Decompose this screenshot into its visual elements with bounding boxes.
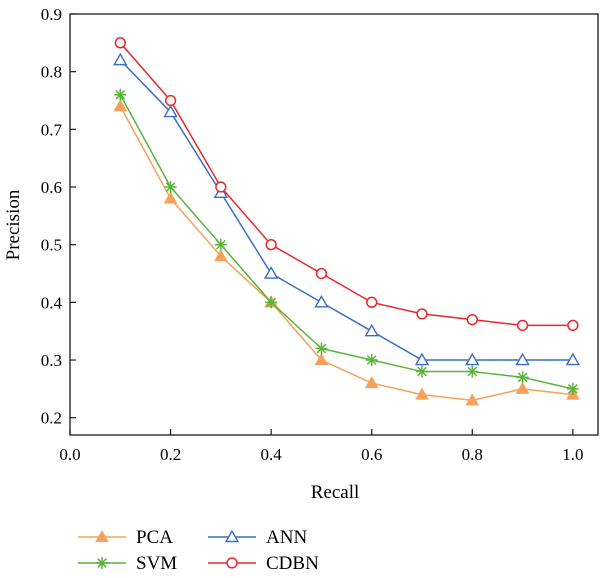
- y-axis-label: Precision: [3, 189, 24, 260]
- y-tick-label: 0.7: [41, 120, 63, 139]
- plot-frame: [69, 13, 599, 436]
- data-point: [465, 352, 480, 366]
- legend-item-ann: ANN: [208, 527, 307, 548]
- data-point: [263, 266, 279, 279]
- data-point: [515, 352, 530, 366]
- data-point: [516, 319, 529, 332]
- series-pca: [113, 99, 580, 406]
- data-point: [416, 308, 428, 320]
- y-tick-label: 0.4: [41, 293, 63, 312]
- data-point: [163, 104, 178, 118]
- legend-label: PCA: [136, 527, 173, 548]
- x-axis-label: Recall: [311, 482, 360, 503]
- data-point: [114, 37, 126, 49]
- legend-item-pca: PCA: [78, 527, 173, 548]
- data-point: [566, 382, 579, 395]
- y-tick-label: 0.3: [41, 351, 62, 370]
- data-point: [366, 296, 378, 309]
- data-point: [415, 387, 429, 400]
- series-line: [119, 105, 573, 402]
- data-point: [163, 191, 178, 204]
- series-ann: [113, 52, 581, 366]
- data-point: [226, 557, 238, 569]
- x-tick-label: 0.6: [361, 445, 382, 464]
- data-point: [365, 354, 378, 367]
- x-tick-label: 1.0: [562, 445, 583, 464]
- data-point: [224, 529, 240, 543]
- data-point: [416, 365, 428, 378]
- data-point: [565, 352, 581, 366]
- data-point: [96, 557, 108, 569]
- data-point: [215, 181, 227, 193]
- data-point: [164, 94, 177, 107]
- data-point: [466, 365, 479, 378]
- data-point: [515, 381, 530, 394]
- x-tick-label: 0.0: [59, 445, 80, 464]
- series-line: [119, 94, 574, 390]
- y-tick-label: 0.8: [41, 63, 62, 82]
- data-point: [315, 267, 328, 280]
- y-tick-label: 0.6: [41, 178, 62, 197]
- y-tick-label: 0.2: [41, 409, 62, 428]
- data-point: [315, 342, 328, 355]
- series-svm: [114, 88, 579, 395]
- data-point: [265, 239, 277, 251]
- legend-item-cdbn: CDBN: [208, 553, 319, 574]
- axis-ticks: 0.0 0.2 0.4 0.6 0.8 1.0 0.2 0.3 0.4 0.5 0.6 0.7 0.8 0…: [41, 5, 584, 464]
- data-point: [164, 181, 177, 194]
- data-point: [567, 319, 579, 332]
- y-tick-label: 0.9: [41, 5, 62, 24]
- data-point: [364, 323, 379, 337]
- legend-label: SVM: [136, 553, 177, 574]
- legend: PCA SVM ANN CDBN: [78, 527, 319, 574]
- data-point: [95, 529, 109, 542]
- series-cdbn: [114, 37, 579, 332]
- data-point: [314, 353, 329, 366]
- data-point: [516, 371, 529, 384]
- series-layer: [113, 37, 581, 406]
- data-point: [364, 376, 379, 389]
- x-tick-label: 0.4: [261, 445, 283, 464]
- legend-label: ANN: [266, 527, 307, 548]
- data-point: [114, 88, 127, 101]
- data-point: [414, 352, 430, 366]
- series-line: [119, 59, 573, 361]
- data-point: [214, 238, 227, 251]
- data-point: [113, 52, 128, 66]
- y-tick-label: 0.5: [41, 236, 62, 255]
- legend-label: CDBN: [266, 553, 319, 574]
- x-tick-label: 0.2: [160, 445, 181, 464]
- series-line: [119, 42, 573, 327]
- data-point: [466, 313, 478, 326]
- data-point: [265, 296, 278, 309]
- data-point: [314, 294, 329, 308]
- x-tick-label: 0.8: [462, 445, 483, 464]
- data-point: [465, 393, 480, 406]
- legend-item-svm: SVM: [78, 553, 177, 574]
- data-point: [113, 99, 128, 112]
- data-point: [213, 249, 228, 262]
